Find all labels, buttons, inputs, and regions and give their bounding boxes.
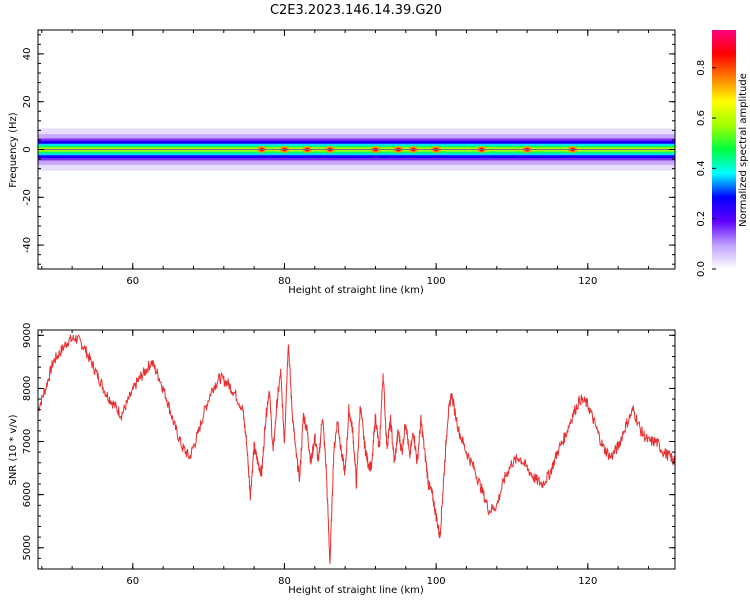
snr-panel: 60 80 100 120 5000 6000 7000 8000 9000 Height o… [8, 323, 676, 596]
snr-y-tick-label: 7000 [22, 429, 33, 454]
spectrogram-y-tick-label: 40 [22, 48, 33, 61]
snr-x-label: Height of straight line (km) [288, 585, 424, 596]
spectrogram-panel: 60 80 100 120 -40 -20 0 20 40 Height of straigh… [8, 29, 676, 296]
spectrogram-x-tick-label: 100 [427, 276, 446, 287]
snr-y-tick-label: 8000 [22, 376, 33, 401]
snr-y-ticks: 5000 6000 7000 8000 9000 [22, 323, 675, 570]
spectrogram-y-label: Frequency (Hz) [8, 112, 19, 188]
spectrogram-x-tick-label: 120 [578, 276, 597, 287]
snr-y-label: SNR (10 * v/v) [8, 414, 19, 485]
spectrogram-band [38, 128, 675, 171]
colorbar-tick-label: 0.8 [696, 60, 707, 76]
colorbar-fill [712, 30, 736, 269]
snr-x-tick-label: 60 [126, 576, 139, 587]
spectrogram-y-tick-label: -40 [22, 237, 33, 253]
colorbar-tick-label: 0.4 [696, 160, 707, 176]
spectrogram-y-tick-label: 0 [22, 146, 33, 152]
snr-x-tick-label: 120 [578, 576, 597, 587]
snr-x-tick-label: 100 [427, 576, 446, 587]
snr-y-tick-label: 5000 [22, 535, 33, 560]
spectrogram-x-tick-label: 80 [278, 276, 291, 287]
spectrogram-x-label: Height of straight line (km) [288, 285, 424, 296]
colorbar: 0.0 0.2 0.4 0.6 0.8 Normalized spectral ampl… [696, 30, 749, 277]
colorbar-tick-label: 0.2 [696, 211, 707, 227]
spectrogram-y-ticks: -40 -20 0 20 40 [22, 34, 675, 265]
colorbar-label: Normalized spectral amplitude [738, 73, 749, 227]
snr-series-line [38, 334, 675, 564]
snr-y-tick-label: 9000 [22, 323, 33, 348]
colorbar-tick-label: 0.6 [696, 110, 707, 126]
snr-y-tick-label: 6000 [22, 482, 33, 507]
snr-x-ticks: 60 80 100 120 [41, 330, 649, 587]
figure-title: C2E3.2023.146.14.39.G20 [270, 3, 442, 18]
snr-axes-frame [37, 329, 676, 570]
colorbar-tick-label: 0.0 [696, 261, 707, 277]
spectrogram-y-tick-label: 20 [22, 95, 33, 108]
colorbar-ticks: 0.0 0.2 0.4 0.6 0.8 [696, 60, 716, 277]
spectrogram-x-ticks: 60 80 100 120 [41, 30, 649, 287]
spectrogram-y-tick-label: -20 [22, 189, 33, 205]
snr-x-tick-label: 80 [278, 576, 291, 587]
spectrogram-x-tick-label: 60 [126, 276, 139, 287]
